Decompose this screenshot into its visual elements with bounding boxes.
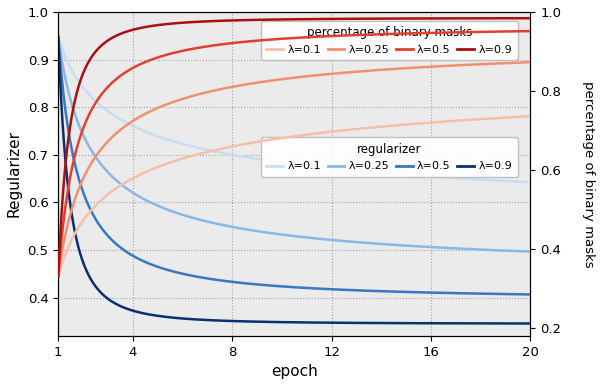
Legend: λ=0.1, λ=0.25, λ=0.5, λ=0.9: λ=0.1, λ=0.25, λ=0.5, λ=0.9 xyxy=(261,137,518,177)
Y-axis label: Regularizer: Regularizer xyxy=(7,130,22,217)
X-axis label: epoch: epoch xyxy=(271,364,318,379)
Y-axis label: percentage of binary masks: percentage of binary masks xyxy=(582,81,595,267)
